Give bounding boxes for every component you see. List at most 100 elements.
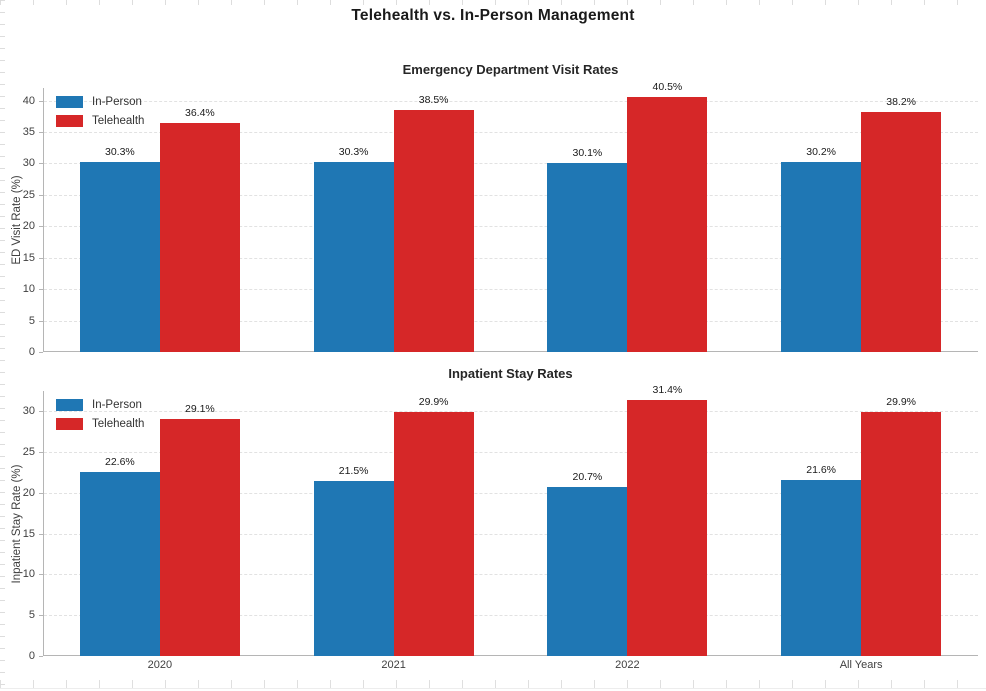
y-tick-mark [39, 320, 43, 322]
gridline [44, 320, 978, 322]
gridline [44, 533, 978, 535]
bar-telehealth-all-years [861, 111, 942, 352]
y-tick-mark [39, 100, 43, 102]
edge-ruler-ticks-left [0, 0, 5, 691]
y-tick-mark [39, 289, 43, 291]
y-tick-mark [39, 132, 43, 133]
legend-swatch-in_person [56, 398, 83, 411]
legend-swatch-telehealth [56, 114, 83, 127]
plot-area-2 [43, 391, 978, 656]
gridline [44, 226, 978, 228]
y-tick-label: 0 [28, 650, 35, 662]
legend-swatch-telehealth [56, 417, 83, 430]
y-tick-label: 5 [28, 314, 35, 327]
gridline [44, 194, 978, 196]
legend-item-in_person: In-Person [56, 395, 144, 414]
bar-value-label: 38.5% [418, 94, 449, 106]
y-tick-label: 30 [22, 405, 35, 418]
gridline [44, 132, 978, 133]
bar-value-label: 31.4% [652, 383, 683, 396]
legend-1: In-Person Telehealth [56, 92, 144, 130]
bar-value-label: 21.6% [806, 463, 837, 476]
bar-telehealth-2020 [159, 418, 240, 656]
y-tick-mark [39, 533, 43, 535]
bar-value-label: 38.2% [886, 95, 917, 108]
gridline [44, 163, 978, 165]
bar-in_person-all-years [781, 479, 862, 656]
bar-telehealth-2021 [393, 110, 474, 352]
legend-swatch-in_person [56, 95, 83, 108]
y-tick-mark [39, 452, 43, 454]
y-tick-mark [39, 257, 43, 259]
figure-title: Telehealth vs. In-Person Management [351, 7, 635, 24]
legend-label: In-Person [92, 95, 142, 108]
edge-ruler-ticks-bottom [0, 680, 986, 689]
bar-telehealth-all-years [861, 412, 942, 656]
legend-2: In-Person Telehealth [56, 395, 144, 433]
bar-telehealth-2022 [627, 399, 708, 656]
bar-in_person-2020 [79, 471, 160, 656]
bar-value-label: 30.1% [572, 146, 603, 159]
bar-in_person-2021 [313, 161, 394, 352]
x-tick-label: 2020 [147, 659, 173, 671]
bar-value-label: 30.2% [806, 146, 837, 159]
bar-value-label: 30.3% [104, 145, 135, 158]
gridline [44, 452, 978, 454]
legend-label: In-Person [92, 398, 142, 411]
y-tick-mark [39, 411, 43, 413]
y-tick-mark [39, 492, 43, 494]
bar-value-label: 30.3% [338, 145, 369, 158]
y-tick-mark [39, 194, 43, 196]
y-tick-label: 20 [22, 220, 35, 233]
y-tick-label: 10 [22, 283, 35, 296]
y-tick-mark [39, 656, 43, 657]
y-tick-label: 5 [28, 609, 35, 622]
y-tick-label: 15 [22, 251, 35, 264]
y-tick-label: 15 [22, 527, 35, 540]
x-tick-label: All Years [839, 659, 883, 671]
y-tick-label: 30 [22, 157, 35, 170]
y-tick-label: 40 [22, 94, 35, 107]
chart-title-1: Emergency Department Visit Rates [402, 62, 619, 77]
bar-in_person-2022 [547, 487, 628, 656]
gridline [44, 411, 978, 413]
bar-in_person-all-years [781, 162, 862, 352]
bar-telehealth-2020 [159, 123, 240, 352]
bar-value-label: 40.5% [652, 81, 683, 94]
legend-item-telehealth: Telehealth [56, 111, 144, 130]
bar-value-label: 29.9% [886, 396, 917, 409]
y-tick-mark [39, 226, 43, 228]
y-tick-label: 25 [22, 446, 35, 459]
legend-item-telehealth: Telehealth [56, 414, 144, 433]
plot-area-1 [43, 88, 978, 352]
bar-value-label: 21.5% [338, 464, 369, 477]
legend-label: Telehealth [92, 417, 145, 430]
bar-value-label: 29.1% [184, 402, 215, 415]
y-tick-mark [39, 352, 43, 353]
y-tick-label: 20 [22, 486, 35, 499]
y-tick-mark [39, 615, 43, 617]
legend-label: Telehealth [92, 114, 145, 127]
edge-ruler-ticks-top [0, 0, 986, 5]
chart-title-2: Inpatient Stay Rates [448, 366, 573, 381]
x-tick-label: 2022 [615, 659, 640, 671]
y-axis-label-2: Inpatient Stay Rate (%) [11, 464, 23, 583]
y-tick-label: 10 [22, 568, 35, 581]
gridline [44, 257, 978, 259]
bar-in_person-2021 [313, 480, 394, 656]
bar-in_person-2022 [547, 162, 628, 352]
y-tick-label: 35 [22, 126, 35, 138]
gridline [44, 615, 978, 617]
gridline [44, 492, 978, 494]
legend-item-in_person: In-Person [56, 92, 144, 111]
bar-value-label: 22.6% [104, 455, 135, 468]
bar-value-label: 20.7% [572, 471, 603, 484]
y-tick-label: 25 [22, 188, 35, 201]
bar-value-label: 29.9% [418, 396, 449, 409]
bar-in_person-2020 [79, 161, 160, 352]
gridline [44, 289, 978, 291]
y-tick-mark [39, 574, 43, 576]
bar-telehealth-2021 [393, 412, 474, 656]
bar-value-label: 36.4% [184, 107, 215, 120]
